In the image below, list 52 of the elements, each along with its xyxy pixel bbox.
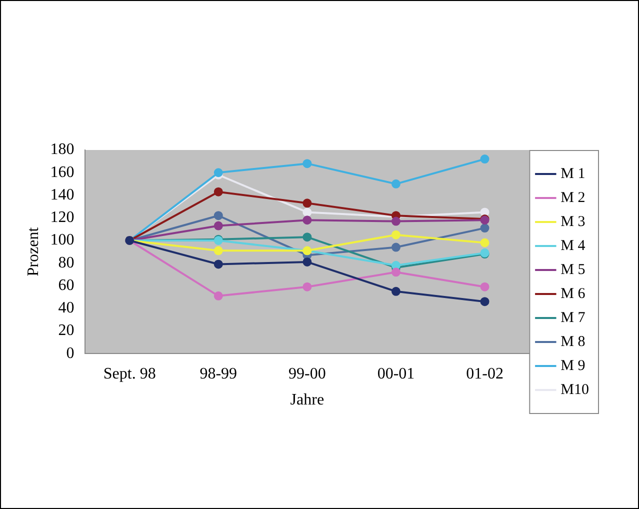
x-tick-label: 99-00	[288, 365, 326, 382]
point	[391, 286, 400, 296]
point	[302, 198, 312, 208]
legend-label: M 1	[560, 166, 586, 182]
point	[391, 216, 400, 226]
point	[214, 246, 223, 256]
legend-label: M 5	[560, 262, 586, 278]
point	[302, 282, 312, 292]
point	[391, 179, 400, 188]
legend-label: M 7	[560, 310, 586, 326]
point	[302, 159, 312, 168]
point	[391, 242, 400, 252]
y-tick-label: 40	[58, 300, 74, 317]
point	[391, 230, 400, 240]
point	[214, 221, 223, 230]
x-axis-title: Jahre	[290, 392, 324, 409]
y-tick-label: 180	[50, 141, 74, 158]
x-tick-label: Sept. 98	[103, 365, 156, 382]
legend-label: M 3	[560, 214, 586, 230]
y-tick-label: 140	[50, 186, 74, 204]
y-axis-title: Prozent	[24, 226, 42, 276]
x-tick-label: 01-02	[466, 365, 504, 382]
point	[214, 211, 223, 220]
point	[302, 216, 312, 225]
y-tick-label: 120	[50, 209, 74, 226]
point	[480, 224, 490, 233]
x-tick-label: 00-01	[377, 365, 415, 382]
y-tick-label: 0	[66, 344, 74, 362]
point	[391, 268, 400, 277]
point	[480, 297, 490, 306]
point	[480, 282, 490, 292]
y-tick-label: 20	[58, 322, 74, 340]
point	[480, 154, 490, 164]
point	[214, 260, 223, 269]
legend-label: M 2	[560, 190, 586, 206]
legend-label: M 4	[560, 238, 586, 254]
point	[302, 232, 312, 242]
point	[480, 238, 490, 248]
point	[214, 291, 223, 300]
point	[302, 208, 312, 217]
legend-label: M10	[560, 382, 590, 398]
legend-label: M 9	[560, 358, 586, 374]
point	[214, 187, 223, 196]
point	[391, 260, 400, 270]
y-tick-label: 160	[50, 164, 74, 181]
y-tick-label: 60	[58, 276, 74, 294]
y-tick-label: 80	[58, 254, 74, 272]
legend-label: M 6	[560, 286, 586, 302]
x-tick-label: 98-99	[200, 365, 238, 382]
point	[302, 257, 312, 266]
y-tick-label: 100	[50, 232, 74, 249]
legend-label: M 8	[560, 334, 586, 350]
